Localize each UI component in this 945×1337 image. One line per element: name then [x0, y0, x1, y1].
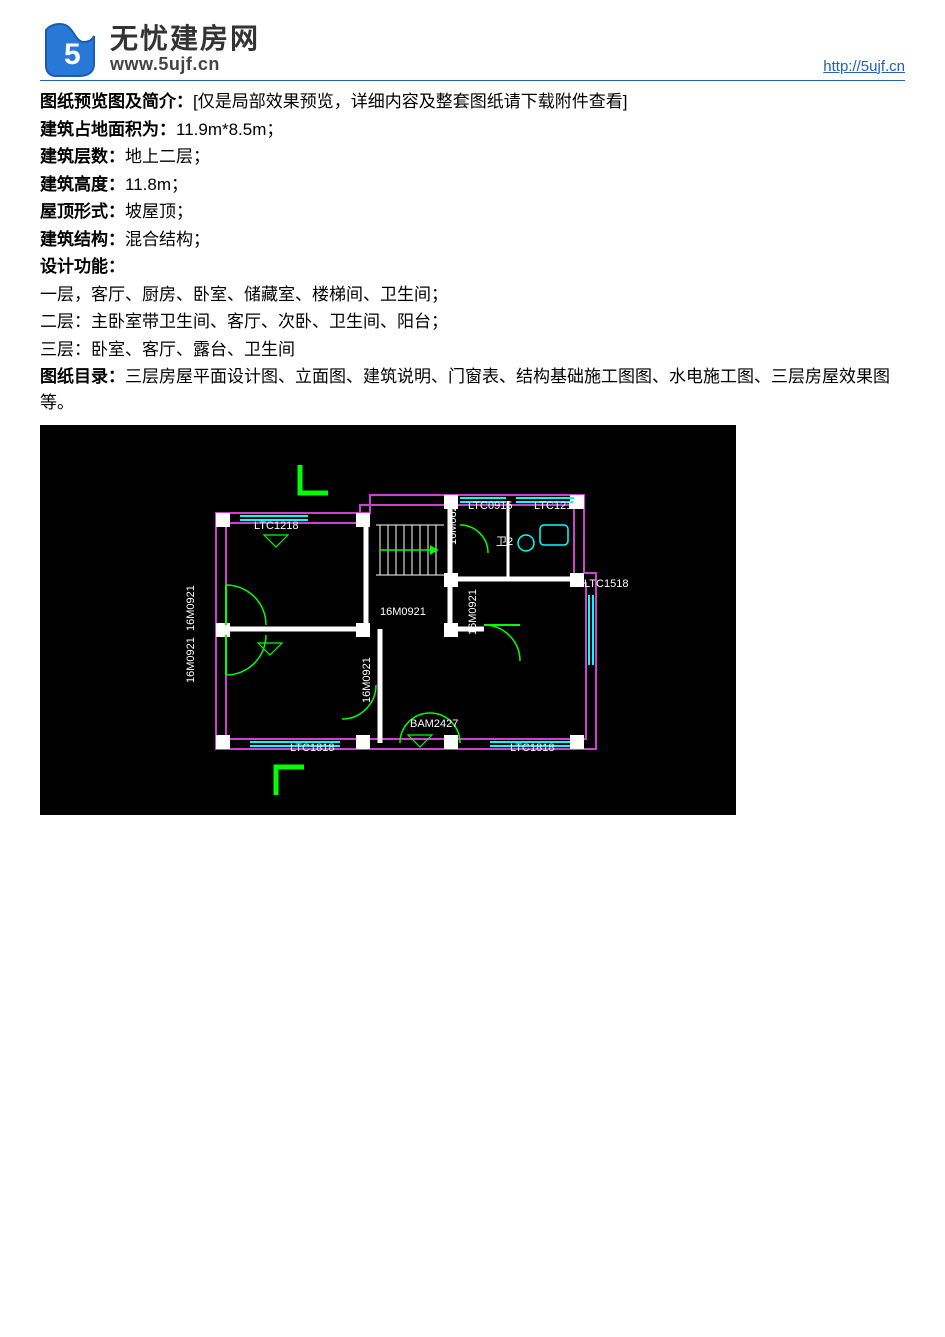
roof-line: 屋顶形式：坡屋顶；: [40, 199, 905, 225]
floors-line: 建筑层数：地上二层；: [40, 144, 905, 170]
floor1-line: 一层，客厅、厨房、卧室、储藏室、楼梯间、卫生间；: [40, 282, 905, 308]
func-label: 设计功能：: [40, 257, 125, 276]
svg-text:16M0921: 16M0921: [185, 637, 197, 683]
svg-text:16M0921: 16M0921: [361, 657, 373, 703]
svg-text:LTC1818: LTC1818: [290, 742, 334, 754]
preview-label: 图纸预览图及简介：: [40, 92, 193, 111]
catalog-value: 三层房屋平面设计图、立面图、建筑说明、门窗表、结构基础施工图图、水电施工图、三层…: [40, 367, 890, 412]
area-label: 建筑占地面积为：: [40, 120, 176, 139]
svg-text:LTC1818: LTC1818: [510, 742, 554, 754]
svg-text:LTC1218: LTC1218: [254, 520, 298, 532]
height-line: 建筑高度：11.8m；: [40, 172, 905, 198]
svg-text:16M0921: 16M0921: [467, 589, 479, 635]
height-label: 建筑高度：: [40, 175, 125, 194]
svg-text:16M0821: 16M0821: [447, 499, 459, 545]
roof-label: 屋顶形式：: [40, 202, 125, 221]
floor3-line: 三层：卧室、客厅、露台、卫生间: [40, 337, 905, 363]
svg-text:LTC1518: LTC1518: [584, 578, 628, 590]
structure-line: 建筑结构：混合结构；: [40, 227, 905, 253]
area-line: 建筑占地面积为：11.9m*8.5m；: [40, 117, 905, 143]
roof-value: 坡屋顶；: [125, 202, 193, 221]
floor2-line: 二层：主卧室带卫生间、客厅、次卧、卫生间、阳台；: [40, 309, 905, 335]
svg-text:16M0921: 16M0921: [380, 606, 426, 618]
svg-text:5: 5: [64, 38, 81, 71]
page-header: 5 无忧建房网 www.5ujf.cn http://5ujf.cn: [40, 20, 905, 81]
svg-text:16M0921: 16M0921: [185, 585, 197, 631]
logo-block: 5 无忧建房网 www.5ujf.cn: [40, 20, 260, 78]
area-value: 11.9m*8.5m；: [176, 120, 283, 139]
site-url-link[interactable]: http://5ujf.cn: [823, 56, 905, 79]
logo-text: 无忧建房网 www.5ujf.cn: [110, 24, 260, 75]
logo-subtitle: www.5ujf.cn: [110, 55, 260, 75]
svg-text:LTC1215: LTC1215: [534, 500, 578, 512]
preview-value: [仅是局部效果预览，详细内容及整套图纸请下载附件查看]: [193, 92, 627, 111]
cad-floorplan: LTC1218 LTC0915 LTC1215 LTC1518 LTC1818 LTC18…: [40, 425, 736, 815]
logo-title: 无忧建房网: [110, 24, 260, 55]
catalog-line: 图纸目录：三层房屋平面设计图、立面图、建筑说明、门窗表、结构基础施工图图、水电施…: [40, 364, 905, 415]
catalog-label: 图纸目录：: [40, 367, 125, 386]
floors-value: 地上二层；: [125, 147, 210, 166]
structure-label: 建筑结构：: [40, 230, 125, 249]
svg-text:卫2: 卫2: [496, 536, 513, 548]
func-line: 设计功能：: [40, 254, 905, 280]
structure-value: 混合结构；: [125, 230, 210, 249]
floors-label: 建筑层数：: [40, 147, 125, 166]
logo-icon: 5: [40, 20, 98, 78]
height-value: 11.8m；: [125, 175, 188, 194]
preview-line: 图纸预览图及简介：[仅是局部效果预览，详细内容及整套图纸请下载附件查看]: [40, 89, 905, 115]
svg-text:LTC0915: LTC0915: [468, 500, 512, 512]
svg-text:BAM2427: BAM2427: [410, 718, 458, 730]
